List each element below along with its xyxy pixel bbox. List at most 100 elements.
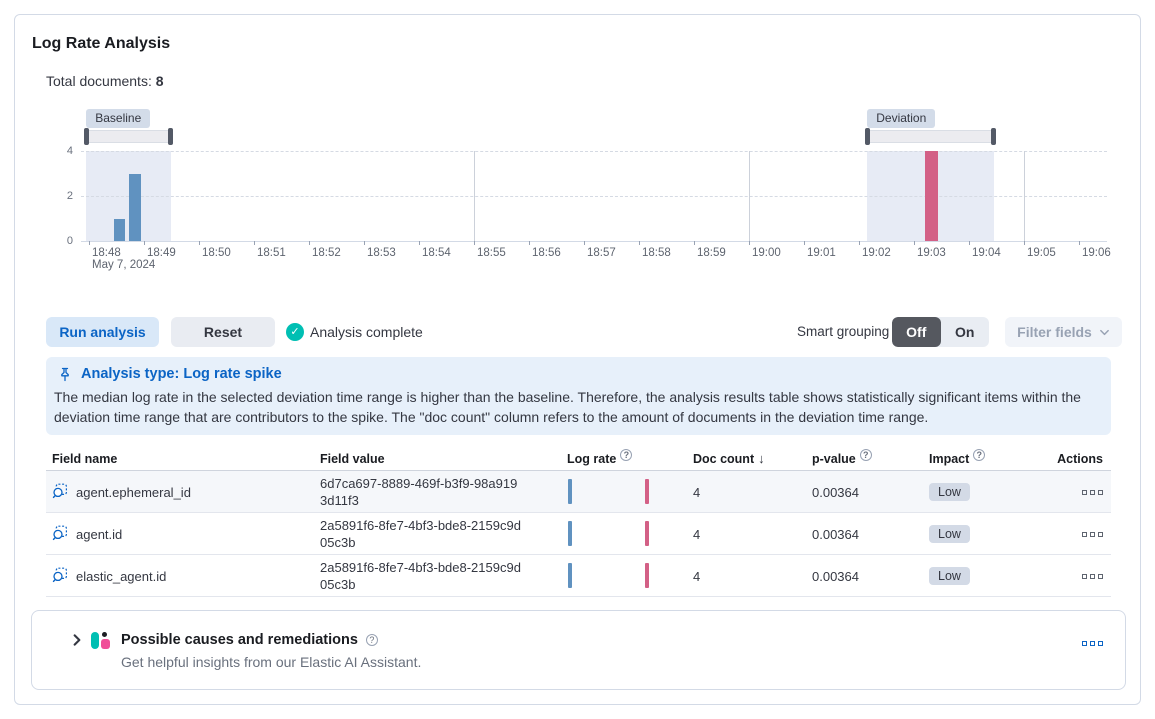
x-axis-label: 18:51 xyxy=(257,247,286,259)
doc-count-value: 4 xyxy=(693,568,701,584)
column-header-doc-count[interactable]: Doc count ↓ xyxy=(693,451,765,466)
x-axis-label: 18:50 xyxy=(202,247,231,259)
column-header-field-value[interactable]: Field value xyxy=(320,451,385,466)
x-axis-label: 18:48 xyxy=(92,247,121,259)
y-axis-label: 2 xyxy=(66,190,73,202)
table-header-row: Field name Field value Log rate? Doc cou… xyxy=(46,447,1111,471)
column-header-field-name[interactable]: Field name xyxy=(52,451,118,466)
chevron-right-icon[interactable] xyxy=(70,633,84,647)
baseline-brush[interactable] xyxy=(86,130,171,143)
filter-fields-button[interactable]: Filter fields xyxy=(1005,317,1122,347)
x-axis-label: 19:01 xyxy=(807,247,836,259)
table-row: elastic_agent.id 2a5891f6-8fe7-4bf3-bde8-… xyxy=(46,555,1111,597)
baseline-brush-left-handle[interactable] xyxy=(83,128,89,145)
x-axis-label: 18:59 xyxy=(697,247,726,259)
column-header-impact[interactable]: Impact? xyxy=(923,448,1059,466)
table-row: agent.id 2a5891f6-8fe7-4bf3-bde8-2159c9d0… xyxy=(46,513,1111,555)
run-analysis-button[interactable]: Run analysis xyxy=(46,317,159,347)
x-axis-label: 19:03 xyxy=(917,247,946,259)
footer-title: Possible causes and remediations xyxy=(121,632,358,648)
row-actions-icon[interactable] xyxy=(1082,489,1103,495)
log-rate-baseline-bar xyxy=(568,521,572,546)
impact-badge: Low xyxy=(929,483,970,501)
log-rate-baseline-bar xyxy=(568,563,572,588)
x-axis-label: 19:06 xyxy=(1082,247,1111,259)
x-axis-label: 18:53 xyxy=(367,247,396,259)
impact-badge: Low xyxy=(929,567,970,585)
possible-causes-panel: Possible causes and remediations ? Get h… xyxy=(31,610,1126,690)
log-rate-mini-chart xyxy=(561,555,687,597)
analysis-results-table: Field name Field value Log rate? Doc cou… xyxy=(46,447,1111,597)
elastic-ai-assistant-icon xyxy=(91,631,110,650)
x-axis-label: 18:49 xyxy=(147,247,176,259)
log-rate-deviation-bar xyxy=(645,479,649,504)
filter-for-value-icon[interactable] xyxy=(52,525,68,544)
x-axis-label: 19:02 xyxy=(862,247,891,259)
p-value-cell: 0.00364 xyxy=(812,484,859,500)
doc-count-value: 4 xyxy=(693,484,701,500)
callout-body: The median log rate in the selected devi… xyxy=(54,389,1081,425)
check-circle-icon: ✓ xyxy=(286,323,304,341)
row-actions-icon[interactable] xyxy=(1082,573,1103,579)
filter-for-value-icon[interactable] xyxy=(52,567,68,586)
x-axis-label: 19:00 xyxy=(752,247,781,259)
baseline-badge: Baseline xyxy=(86,109,151,128)
column-header-p-value[interactable]: p-value? xyxy=(806,448,923,466)
sort-descending-icon: ↓ xyxy=(758,451,765,466)
reset-button[interactable]: Reset xyxy=(171,317,275,347)
field-name: agent.id xyxy=(76,526,123,542)
field-value: 2a5891f6-8fe7-4bf3-bde8-2159c9d05c3b xyxy=(320,560,521,592)
footer-actions-icon[interactable] xyxy=(1082,641,1103,646)
log-rate-mini-chart xyxy=(561,471,687,513)
callout-title: Analysis type: Log rate spike xyxy=(81,366,282,382)
log-rate-info-icon[interactable]: ? xyxy=(620,448,633,461)
x-axis-line xyxy=(81,241,1107,242)
page-title: Log Rate Analysis xyxy=(32,35,171,52)
pin-icon xyxy=(61,367,69,381)
x-axis-label: 19:04 xyxy=(972,247,1001,259)
deviation-brush-left-handle[interactable] xyxy=(864,128,870,145)
column-header-log-rate[interactable]: Log rate? xyxy=(561,448,687,466)
analysis-status: ✓ Analysis complete xyxy=(286,323,423,341)
field-value: 2a5891f6-8fe7-4bf3-bde8-2159c9d05c3b xyxy=(320,518,521,550)
histogram-bar-baseline xyxy=(113,218,125,241)
smart-grouping-off-button[interactable]: Off xyxy=(892,317,941,347)
x-axis-label: 18:57 xyxy=(587,247,616,259)
histogram-bar-baseline xyxy=(129,173,142,241)
impact-badge: Low xyxy=(929,525,970,543)
total-documents-value: 8 xyxy=(155,73,164,89)
filter-for-value-icon[interactable] xyxy=(52,483,68,502)
smart-grouping-toggle: Off On xyxy=(892,317,989,347)
row-actions-icon[interactable] xyxy=(1082,531,1103,537)
deviation-brush[interactable] xyxy=(867,130,994,143)
footer-subtitle: Get helpful insights from our Elastic AI… xyxy=(121,654,422,670)
table-body: agent.ephemeral_id 6d7ca697-8889-469f-b3f… xyxy=(46,471,1111,597)
p-value-cell: 0.00364 xyxy=(812,526,859,542)
p-value-cell: 0.00364 xyxy=(812,568,859,584)
deviation-badge: Deviation xyxy=(867,109,936,128)
impact-info-icon[interactable]: ? xyxy=(973,448,986,461)
total-documents: Total documents: 8 xyxy=(46,73,164,89)
filter-fields-label: Filter fields xyxy=(1017,324,1092,340)
footer-help-icon[interactable]: ? xyxy=(365,634,378,646)
status-text: Analysis complete xyxy=(310,324,423,340)
analysis-type-callout: Analysis type: Log rate spike The median… xyxy=(46,357,1111,435)
log-rate-deviation-bar xyxy=(645,521,649,546)
deviation-brush-right-handle[interactable] xyxy=(991,128,997,145)
doc-count-value: 4 xyxy=(693,526,701,542)
chevron-down-icon xyxy=(1099,329,1109,335)
baseline-brush-right-handle[interactable] xyxy=(168,128,174,145)
smart-grouping-label: Smart grouping xyxy=(797,324,890,339)
log-rate-deviation-bar xyxy=(645,563,649,588)
field-name: elastic_agent.id xyxy=(76,568,167,584)
table-row: agent.ephemeral_id 6d7ca697-8889-469f-b3f… xyxy=(46,471,1111,513)
y-axis-label: 0 xyxy=(66,235,73,247)
field-name: agent.ephemeral_id xyxy=(76,484,191,500)
log-rate-histogram: Baseline Deviation 0 2 4 18:48 18:49 18:50 18:51… xyxy=(67,101,1119,271)
log-rate-analysis-panel: Log Rate Analysis Total documents: 8 Bas… xyxy=(14,14,1141,705)
p-value-info-icon[interactable]: ? xyxy=(859,448,872,461)
y-axis-label: 4 xyxy=(66,145,73,157)
x-axis-label: 18:58 xyxy=(642,247,671,259)
smart-grouping-on-button[interactable]: On xyxy=(941,317,990,347)
histogram-bar-deviation xyxy=(925,151,938,241)
